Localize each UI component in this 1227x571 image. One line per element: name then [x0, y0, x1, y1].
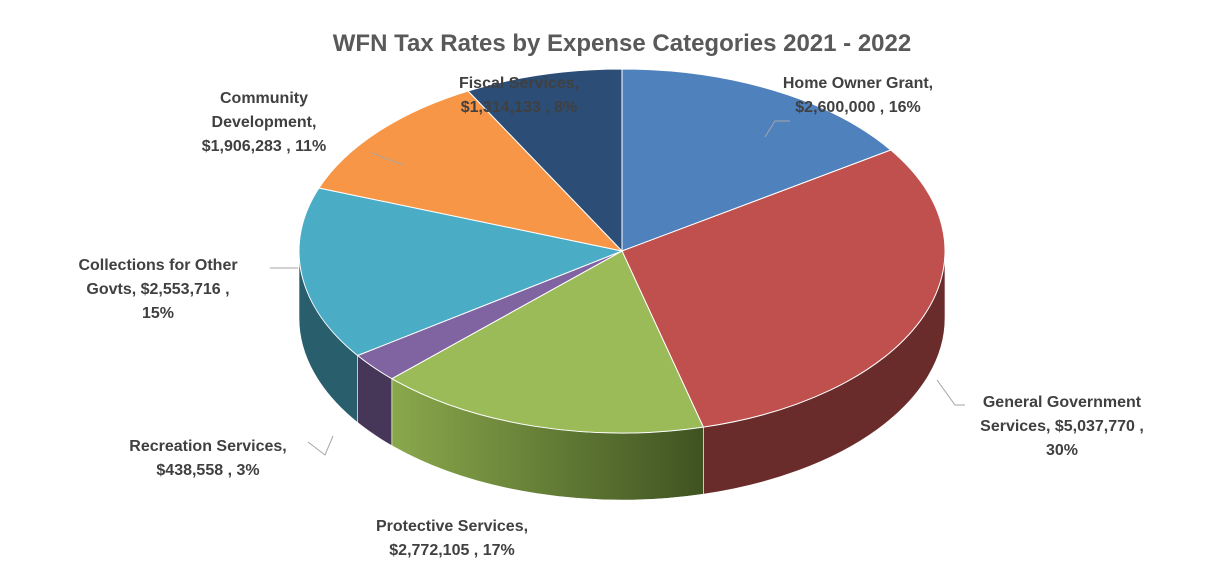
slice-collections-for-other-govts	[298, 187, 624, 357]
label-home-owner-grant: Home Owner Grant, $2,600,000 , 16%	[783, 75, 933, 116]
label-fiscal-services: Fiscal Services, $1,314,133 , 8%	[459, 75, 579, 116]
label-general-government-services: General Government Services, $5,037,770 ,…	[980, 394, 1144, 459]
leader-community-development	[371, 152, 404, 166]
leader-recreation-services	[307, 435, 334, 456]
leader-lines	[270, 120, 965, 456]
slice-general-government-services	[621, 149, 946, 428]
label-recreation-services: Recreation Services, $438,558 , 3%	[129, 438, 286, 479]
label-collections-for-other-govts: Collections for Other Govts, $2,553,716 ,…	[78, 257, 237, 322]
slice-labels: Home Owner Grant, $2,600,000 , 16% General…	[78, 75, 1143, 559]
label-community-development: Community Development, $1,906,283 , 11%	[202, 90, 327, 155]
slice-protective-services	[390, 250, 705, 434]
slice-home-owner-grant	[621, 68, 892, 252]
leader-general-government-services	[936, 379, 965, 406]
slice-community-development	[318, 90, 624, 252]
label-protective-services: Protective Services, $2,772,105 , 17%	[376, 518, 528, 559]
leader-home-owner-grant	[764, 120, 790, 138]
chart-title: WFN Tax Rates by Expense Categories 2021…	[333, 30, 911, 57]
slice-fiscal-services	[467, 68, 623, 253]
pie-tops	[298, 68, 946, 434]
